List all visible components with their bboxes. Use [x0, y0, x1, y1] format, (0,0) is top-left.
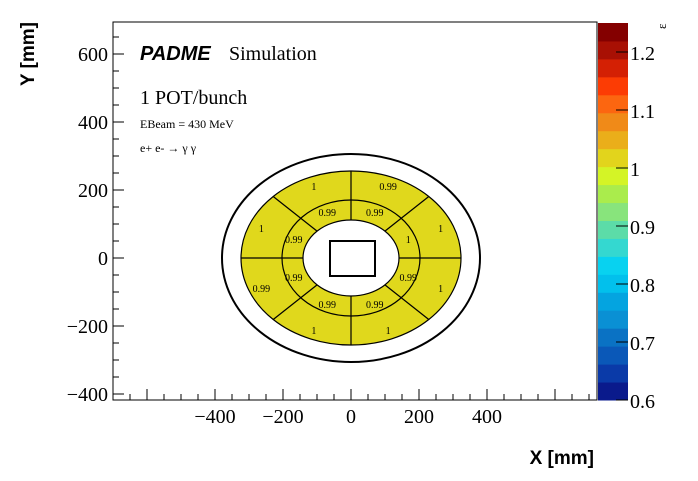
- outer-cell-value: 1: [259, 224, 264, 235]
- z-tick-label: 1.2: [630, 43, 655, 65]
- color-band: [598, 364, 628, 383]
- annotation-process: e+ e- → γ γ: [140, 141, 197, 155]
- color-band: [598, 310, 628, 329]
- z-tick-label: 0.7: [630, 333, 655, 355]
- color-band: [598, 220, 628, 239]
- y-axis-label: Y [mm]: [18, 22, 39, 86]
- plot-frame: [112, 21, 598, 401]
- z-tick-label: 0.9: [630, 217, 655, 239]
- inner-cell-value: 0.99: [285, 273, 303, 284]
- color-band: [598, 94, 628, 114]
- inner-cell-value: 0.99: [366, 208, 384, 219]
- color-band: [598, 166, 628, 186]
- color-band: [598, 130, 628, 150]
- sector-boundary: [272, 284, 318, 320]
- color-band: [598, 40, 628, 60]
- color-band: [598, 112, 628, 132]
- inner-cell-value: 0.99: [319, 208, 337, 219]
- color-band: [598, 346, 628, 365]
- color-band: [598, 202, 628, 221]
- z-tick-label: 1: [630, 159, 640, 181]
- inner-cell-value: 0.99: [319, 300, 337, 311]
- y-tick-label: −200: [67, 316, 108, 338]
- color-band: [598, 148, 628, 168]
- brand-label: PADME: [140, 43, 211, 65]
- y-tick-label: −400: [67, 384, 108, 406]
- outer-cell-value: 0.99: [253, 284, 271, 295]
- color-band: [598, 58, 628, 78]
- inner-cell-value: 0.99: [400, 273, 418, 284]
- outer-cell-value: 1: [386, 326, 391, 337]
- outer-cell-value: 1: [438, 284, 443, 295]
- color-band: [598, 328, 628, 347]
- inner-cell-value: 1: [406, 235, 411, 246]
- y-tick-label: 600: [78, 44, 108, 66]
- inner-cell-value: 0.99: [366, 300, 384, 311]
- z-tick-label: 0.8: [630, 275, 655, 297]
- outer-cell-value: 1: [311, 182, 316, 193]
- detector-geometry: 1 0.99 1 1 1 1 0.99 1 0.99 0.99 1 0.99 0.99 0.99 0.99 0…: [221, 153, 481, 363]
- y-tick-label: 0: [98, 248, 108, 270]
- color-band: [598, 76, 628, 96]
- z-tick-label: 0.6: [630, 391, 655, 413]
- y-tick-label: 200: [78, 180, 108, 202]
- color-band: [598, 292, 628, 311]
- color-band: [598, 382, 628, 401]
- color-scale-bar: 0.6 0.7 0.8 0.9 1 1.1 1.2: [598, 23, 655, 413]
- sector-boundary: [384, 284, 430, 320]
- outer-cell-value: 0.99: [379, 182, 397, 193]
- x-tick-label: −200: [262, 406, 303, 428]
- outer-envelope: [221, 153, 481, 363]
- x-axis-label: X [mm]: [530, 448, 594, 469]
- x-tick-label: 200: [404, 406, 434, 428]
- color-band: [598, 256, 628, 275]
- z-axis-label: ε: [654, 23, 669, 29]
- outer-cell-value: 1: [438, 224, 443, 235]
- color-band: [598, 23, 628, 42]
- inner-cell-value: 0.99: [285, 235, 303, 246]
- annotation-pot: 1 POT/bunch: [140, 87, 247, 109]
- subtitle-label: Simulation: [229, 43, 317, 65]
- beam-pipe-box: [329, 240, 376, 277]
- x-tick-label: 400: [472, 406, 502, 428]
- outer-cell-value: 1: [311, 326, 316, 337]
- x-tick-label: 0: [346, 406, 356, 428]
- color-band: [598, 238, 628, 257]
- x-tick-label: −400: [194, 406, 235, 428]
- color-band: [598, 184, 628, 204]
- sector-boundary: [272, 196, 318, 232]
- z-tick-label: 1.1: [630, 101, 655, 123]
- axes: −400 −200 0 200 400 −400 −200 0 200 400 600: [67, 36, 590, 428]
- y-tick-label: 400: [78, 112, 108, 134]
- annotation-ebeam: EBeam = 430 MeV: [140, 117, 234, 131]
- sector-boundary: [384, 196, 430, 232]
- color-band: [598, 274, 628, 293]
